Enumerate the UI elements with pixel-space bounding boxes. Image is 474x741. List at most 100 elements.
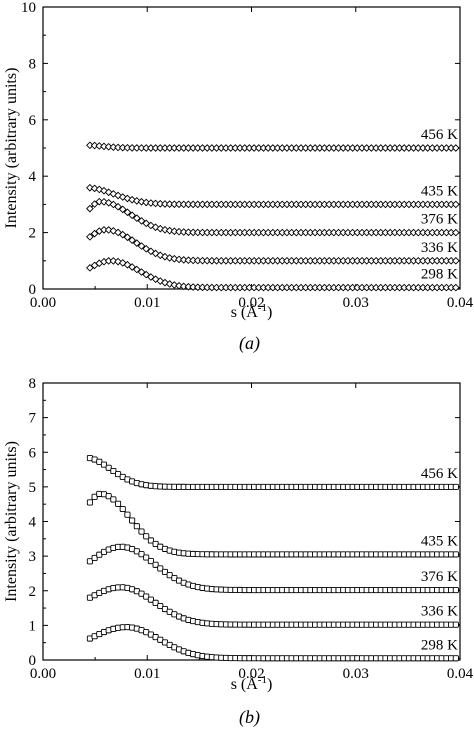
x-tick-label: 0.02 [238,666,264,682]
data-point [114,228,122,237]
data-point [123,260,132,269]
data-point [90,200,99,208]
series-376k: 376 K [86,197,460,237]
x-tick-label: 0.04 [447,666,474,682]
data-point [157,565,164,572]
data-point [152,599,159,606]
data-point [184,282,193,291]
data-point [147,558,154,565]
data-point [133,523,140,530]
chart-panel-b: 0.00 0.01 0.02 0.03 0.04 0 1 2 3 4 5 6 7 8 Intensity (… [3,376,474,728]
data-point [179,282,188,291]
data-point [109,143,118,151]
data-point [95,185,104,194]
y-tick-label: 8 [29,56,37,72]
y-tick-label: 2 [29,584,37,600]
data-point [175,255,183,264]
x-axis-title: s (Å-1) [231,674,273,693]
y-tick-label: 7 [29,411,37,427]
y-tick-label: 10 [21,0,36,16]
data-point [170,281,179,289]
data-point [170,227,179,236]
y-tick-label: 8 [29,376,37,392]
data-point [142,219,151,228]
x-tick-label: 0.03 [343,295,369,311]
series-456k: 456 K [86,454,460,490]
data-point [147,199,155,207]
data-point [137,217,146,225]
data-point [452,655,459,662]
data-point [86,264,94,272]
series-label: 435 K [421,533,458,549]
data-point [109,190,118,198]
x-tick-label: 0.01 [134,666,160,682]
data-point [165,226,174,235]
data-point [147,221,155,230]
y-tick-label: 6 [29,445,37,461]
data-point [115,500,122,507]
series-376k: 376 K [86,543,460,594]
data-point [156,224,165,233]
data-point [137,197,146,206]
data-point [143,554,150,561]
data-point [161,252,169,261]
data-point [118,230,127,239]
series-336k: 336 K [86,584,460,628]
series-456k: 456 K [86,127,460,152]
data-point [451,200,460,209]
data-point [128,263,136,271]
data-point [137,242,146,250]
series-435k: 435 K [86,183,460,209]
data-point [114,143,122,152]
data-point [147,537,154,544]
data-point [151,275,160,283]
data-point [123,208,132,217]
data-point [179,256,188,264]
data-point [138,551,145,558]
data-point [161,225,169,234]
data-point [451,144,460,152]
x-tick-label: 0.03 [343,666,369,682]
series-label: 376 K [421,212,458,228]
data-point [100,197,108,206]
x-tick-label: 0.02 [238,295,264,311]
data-point [142,244,151,253]
data-point [151,223,160,232]
data-point [143,593,150,600]
data-point [128,236,136,244]
y-tick-label: 4 [29,169,37,185]
y-tick-label: 0 [29,653,37,669]
series-label: 376 K [421,569,458,585]
data-point [104,226,113,234]
y-tick-label: 3 [29,549,37,565]
y-tick-label: 1 [29,618,37,634]
series-label: 298 K [421,267,458,283]
data-point [86,204,94,213]
data-point [86,183,94,192]
data-point [151,199,160,208]
data-point [152,561,159,568]
data-point [90,229,99,238]
data-point [109,200,118,209]
panel-label: (a) [239,333,260,354]
x-axis-title: s (Å-1) [231,302,273,321]
data-point [165,280,174,288]
series-label: 456 K [421,466,458,482]
data-point [86,232,94,241]
data-point [114,202,122,211]
plot-frame [42,382,461,661]
data-point [110,467,117,475]
data-point [184,256,193,265]
data-point [137,268,146,276]
data-point [452,483,459,490]
data-point [142,270,151,279]
y-axis-title: Intensity (arbitrary units) [3,68,20,229]
data-point [132,265,141,274]
x-tick-label: 0.00 [30,666,56,682]
data-point [104,188,113,197]
data-point [123,233,132,242]
data-point [118,205,127,214]
data-point [161,568,169,575]
series-label: 435 K [421,183,458,199]
data-point [128,211,136,220]
